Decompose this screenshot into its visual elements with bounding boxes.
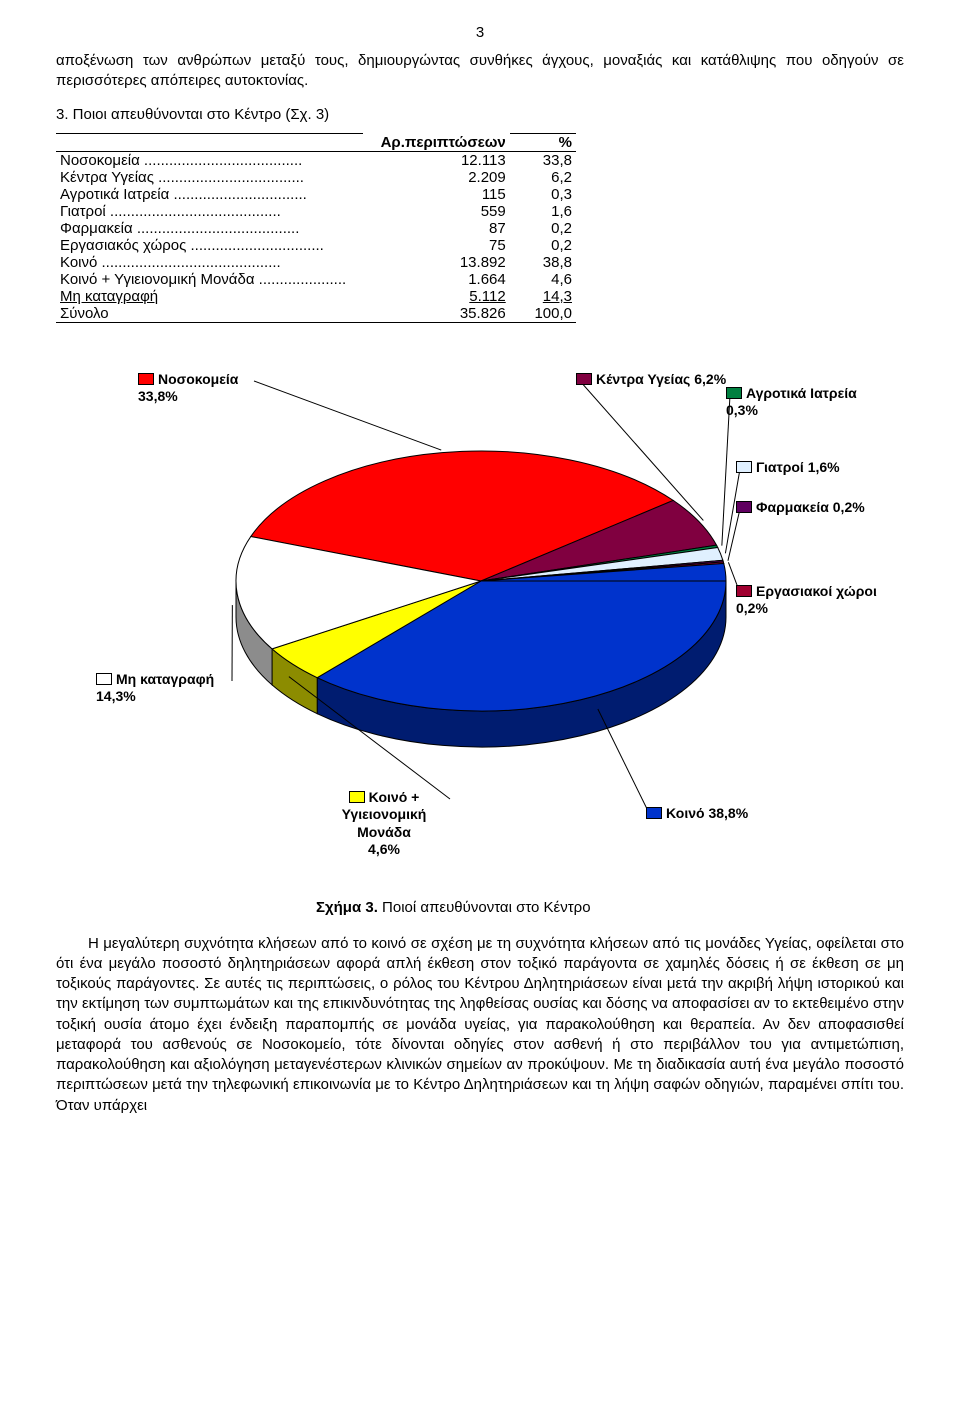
chart-legend-item: Κοινό 38,8% xyxy=(646,805,776,823)
table-row: Εργασιακός χώρος .......................… xyxy=(56,237,576,254)
legend-swatch xyxy=(576,373,592,385)
table-row: Νοσοκομεία .............................… xyxy=(56,151,576,169)
col-header-count: Αρ.περιπτώσεων xyxy=(381,134,506,151)
figure-caption: Σχήμα 3. Ποιοί απευθύνονται στο Κέντρο xyxy=(316,899,904,916)
table-row: Αγροτικά Ιατρεία .......................… xyxy=(56,186,576,203)
legend-swatch xyxy=(646,807,662,819)
caption-prefix: Σχήμα 3. xyxy=(316,899,378,916)
legend-swatch xyxy=(349,791,365,803)
table-header: Αρ.περιπτώσεων % xyxy=(56,133,576,151)
legend-swatch xyxy=(96,673,112,685)
table-row: Κοινό + Υγιειονομική Μονάδα ............… xyxy=(56,271,576,288)
chart-legend-item: Κέντρα Υγείας 6,2% xyxy=(576,371,746,389)
table-row: Φαρμακεία ..............................… xyxy=(56,220,576,237)
data-table: Αρ.περιπτώσεων % Νοσοκομεία ............… xyxy=(56,133,576,323)
legend-swatch xyxy=(736,461,752,473)
chart-legend-item: Αγροτικά Ιατρεία0,3% xyxy=(726,385,876,420)
legend-text: Γιατροί 1,6% xyxy=(756,459,840,475)
chart-legend-item: Εργασιακοί χώροι0,2% xyxy=(736,583,886,618)
legend-text: Κέντρα Υγείας 6,2% xyxy=(596,371,726,387)
legend-swatch xyxy=(736,585,752,597)
table-footer-row: Σύνολο35.826100,0 xyxy=(56,305,576,323)
legend-swatch xyxy=(736,501,752,513)
section-title: 3. Ποιοι απευθύνονται στο Κέντρο (Σχ. 3) xyxy=(56,106,904,123)
legend-swatch xyxy=(726,387,742,399)
table-footer-row: Μη καταγραφή5.11214,3 xyxy=(56,288,576,305)
intro-paragraph: αποξένωση των ανθρώπων μεταξύ τους, δημι… xyxy=(56,51,904,92)
pie-chart: Νοσοκομεία 33,8% Κέντρα Υγείας 6,2%Αγροτι… xyxy=(56,351,906,891)
caption-text: Ποιοί απευθύνονται στο Κέντρο xyxy=(378,899,591,916)
legend-text: Φαρμακεία 0,2% xyxy=(756,499,865,515)
legend-swatch xyxy=(138,373,154,385)
page: 3 αποξένωση των ανθρώπων μεταξύ τους, δη… xyxy=(0,0,960,1170)
chart-legend-item: Γιατροί 1,6% xyxy=(736,459,876,477)
table-row: Γιατροί ................................… xyxy=(56,203,576,220)
table-row: Κοινό ..................................… xyxy=(56,254,576,271)
body-paragraph: Η μεγαλύτερη συχνότητα κλήσεων από το κο… xyxy=(56,934,904,1116)
table-row: Κέντρα Υγείας ..........................… xyxy=(56,169,576,186)
chart-legend-item: Φαρμακεία 0,2% xyxy=(736,499,886,517)
chart-legend-item: Κοινό +Υγιειονομική Μονάδα4,6% xyxy=(314,789,454,859)
legend-text: Μη καταγραφή14,3% xyxy=(96,671,214,705)
legend-text: Κοινό 38,8% xyxy=(666,805,748,821)
page-number: 3 xyxy=(56,24,904,41)
chart-legend-item: Νοσοκομεία 33,8% xyxy=(138,371,258,406)
chart-legend-item: Μη καταγραφή14,3% xyxy=(96,671,236,706)
col-header-pct: % xyxy=(559,134,572,151)
legend-text: Εργασιακοί χώροι0,2% xyxy=(736,583,877,617)
legend-text: Αγροτικά Ιατρεία0,3% xyxy=(726,385,857,419)
